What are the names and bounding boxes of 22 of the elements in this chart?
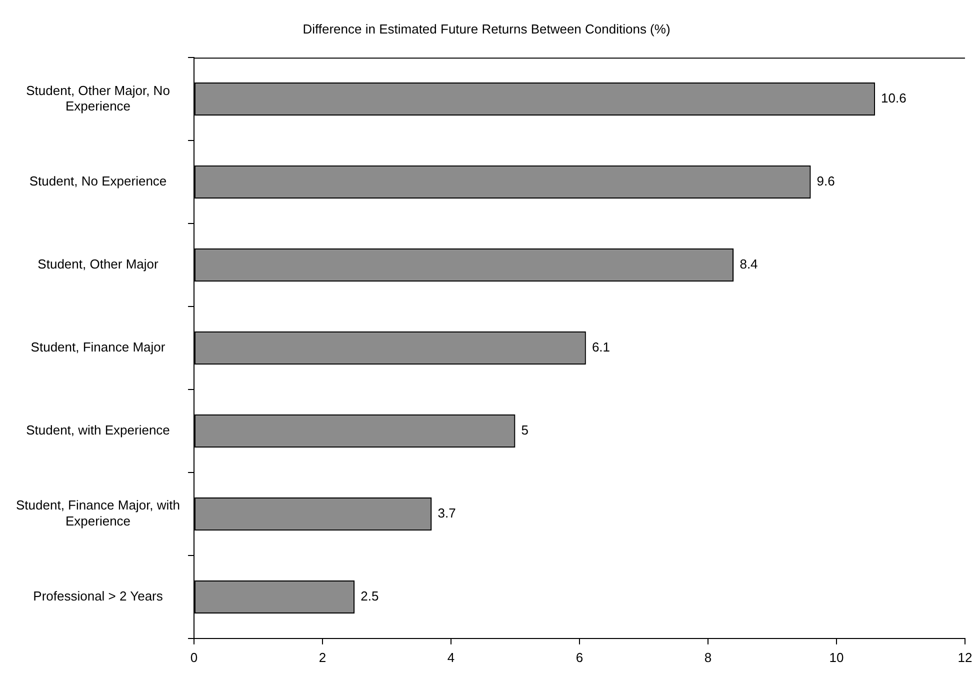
x-tick-label: 8 <box>704 650 712 665</box>
data-label: 3.7 <box>438 506 456 521</box>
y-tick-label: Student, Finance Major <box>30 340 166 355</box>
x-tick-label: 6 <box>576 650 584 665</box>
y-tick-label: Professional > 2 Years <box>33 588 164 604</box>
x-tick-label: 12 <box>958 650 972 665</box>
chart-title: Difference in Estimated Future Returns Between Conditions (%) <box>302 21 670 36</box>
y-tick-label: Student, Other Major, No Experience <box>26 82 170 114</box>
x-tick-label: 4 <box>447 650 455 665</box>
data-label: 10.6 <box>881 90 906 106</box>
x-tick-label: 0 <box>190 650 198 665</box>
y-tick-label: Student, No Experience <box>29 174 167 189</box>
y-tick-label: Student, with Experience <box>26 422 170 438</box>
data-label: 5 <box>521 422 528 438</box>
data-label: 2.5 <box>360 588 379 604</box>
data-label: 6.1 <box>592 340 610 355</box>
x-tick-label: 10 <box>829 650 844 665</box>
y-tick-label: Student, Finance Major, with Experience <box>16 498 180 528</box>
data-label: 8.4 <box>740 256 758 272</box>
y-tick-label: Student, Other Major <box>38 256 160 272</box>
x-tick-label: 2 <box>318 650 326 665</box>
data-label: 9.6 <box>816 174 835 189</box>
